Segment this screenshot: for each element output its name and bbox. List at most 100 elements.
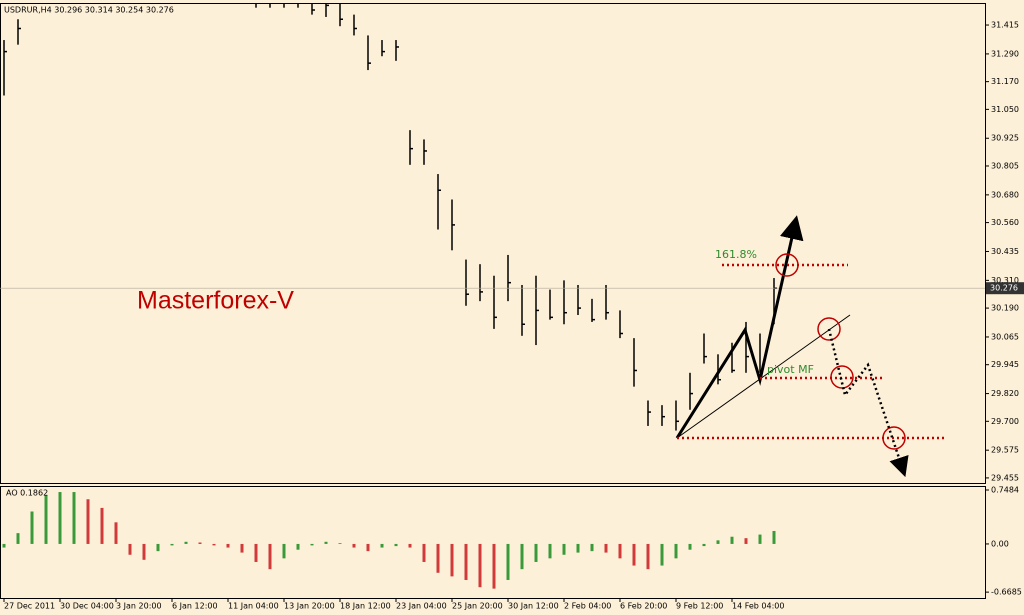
ao-bar (226, 543, 230, 548)
y-tick-label: 30.065 (991, 332, 1019, 341)
ao-bar (450, 543, 454, 577)
x-tick-label: 30 Dec 04:00 (60, 602, 114, 611)
ao-bar (366, 543, 370, 552)
ao-bar (506, 543, 510, 580)
ao-bar (184, 541, 188, 544)
ao-bar (394, 543, 398, 547)
y-tick-label: 30.805 (991, 161, 1019, 170)
x-tick-label: 13 Jan 20:00 (284, 602, 335, 611)
y-tick-label: 29.700 (991, 417, 1019, 426)
ao-bar (534, 543, 538, 562)
ao-bar (282, 543, 286, 559)
ao-bar (72, 492, 76, 544)
ao-bar (464, 543, 468, 580)
ao-bar (254, 543, 258, 562)
price-marker (986, 282, 1024, 295)
forecast-arrow (827, 328, 909, 478)
x-tick-label: 2 Feb 04:00 (564, 602, 611, 611)
ao-bar (142, 543, 146, 560)
ao-bar (86, 499, 90, 544)
y-tick-label: 31.415 (991, 21, 1019, 30)
y-tick-label: 30.560 (991, 218, 1019, 227)
ao-bar (520, 543, 524, 570)
x-tick-label: 14 Feb 04:00 (732, 602, 784, 611)
target-circle (830, 365, 854, 389)
ao-bar (604, 543, 608, 553)
ao-bar (100, 507, 104, 544)
y-tick-label: 30.435 (991, 247, 1019, 256)
ao-bar (674, 543, 678, 559)
ao-frame (0, 486, 986, 599)
y-tick-label: 30.925 (991, 134, 1019, 143)
ao-bar (422, 543, 426, 562)
ao-bar (338, 543, 342, 544)
main-frame (0, 3, 986, 484)
zigzag-arrow (675, 215, 804, 439)
y-tick-label: 0.7484 (991, 485, 1019, 494)
ao-bar (156, 543, 160, 552)
y-tick-label: 31.050 (991, 105, 1019, 114)
ao-bar (492, 543, 496, 589)
ao-bar (30, 511, 34, 544)
ao-bar (170, 543, 174, 546)
target-circle (775, 253, 799, 277)
ao-bar (380, 543, 384, 548)
pivot-label: pivot MF (767, 363, 814, 376)
ao-bar (730, 536, 734, 544)
x-tick-label: 23 Jan 04:00 (396, 602, 447, 611)
ao-bar (590, 543, 594, 552)
y-tick-label: 29.820 (991, 389, 1019, 398)
ao-plot (2, 492, 776, 589)
fib-label: 161.8% (715, 248, 757, 261)
ao-bar (240, 543, 244, 553)
ao-bar (296, 543, 300, 550)
x-tick-label: 6 Feb 20:00 (620, 602, 667, 611)
x-tick-label: 30 Jan 12:00 (508, 602, 559, 611)
price-marker-label: 30.276 (990, 284, 1018, 293)
ao-bar (478, 543, 482, 588)
y-tick-label: -0.6685 (991, 588, 1022, 597)
ao-bar (310, 543, 314, 546)
ao-bar (660, 543, 664, 566)
y-tick-label: 29.575 (991, 446, 1019, 455)
x-tick-label: 18 Jan 12:00 (340, 602, 391, 611)
analysis-drawing (675, 215, 945, 478)
ao-bar (352, 543, 356, 548)
ao-bar (562, 543, 566, 555)
ao-bar (772, 530, 776, 544)
ao-bar (702, 543, 706, 547)
watermark: Masterforex-V (137, 287, 294, 315)
target-circle (882, 426, 906, 450)
ao-bar (268, 543, 272, 570)
ao-bar (16, 533, 20, 544)
ao-bar (576, 543, 580, 553)
y-tick-label: 30.190 (991, 304, 1019, 313)
ao-bar (618, 543, 622, 559)
y-tick-label: 29.945 (991, 360, 1019, 369)
y-tick-label: 31.290 (991, 49, 1019, 58)
indicator-title: AO 0.1862 (6, 489, 48, 498)
ao-bar (324, 541, 328, 544)
ao-bar (408, 543, 412, 548)
ao-bar (646, 543, 650, 570)
ao-bar (436, 543, 440, 573)
x-tick-label: 25 Jan 20:00 (452, 602, 503, 611)
trend-line (676, 314, 851, 439)
ao-bar (128, 543, 132, 555)
y-tick-label: 30.680 (991, 190, 1019, 199)
ao-bar (744, 538, 748, 544)
target-circle (817, 317, 841, 341)
x-tick-label: 6 Jan 12:00 (172, 602, 218, 611)
ao-bar (44, 494, 48, 544)
y-tick-label: 0.00 (991, 539, 1009, 548)
y-tick-label: 30.310 (991, 276, 1019, 285)
ao-bar (58, 492, 62, 544)
ao-bar (198, 542, 202, 544)
chart-title: USDRUR,H4 30.296 30.314 30.254 30.276 (4, 6, 174, 15)
ao-bar (212, 543, 216, 546)
x-tick-label: 3 Jan 20:00 (116, 602, 162, 611)
ao-bar (688, 543, 692, 550)
